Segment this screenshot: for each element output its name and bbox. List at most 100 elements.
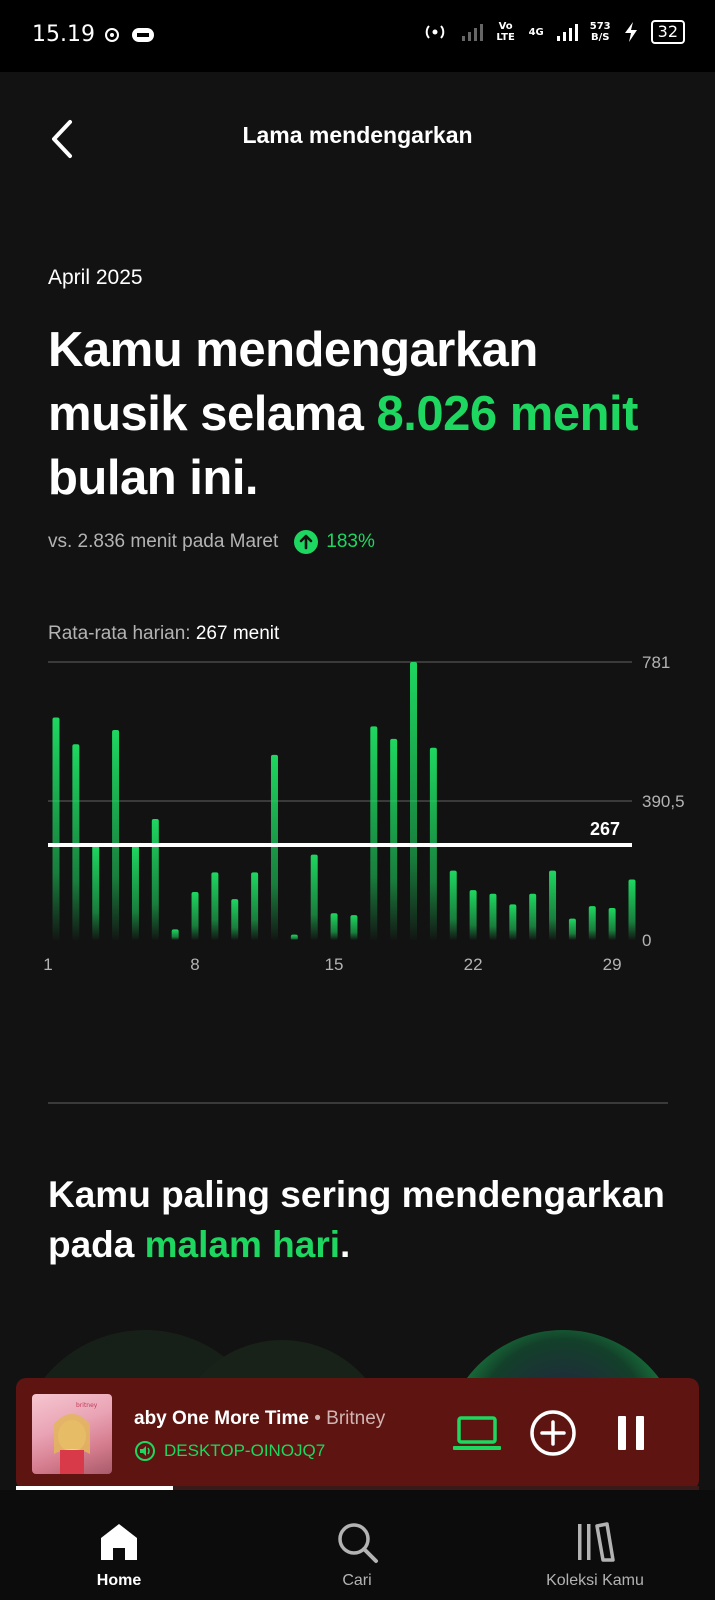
connect-device-icon[interactable]	[450, 1406, 504, 1460]
chart-bar-day-16	[350, 915, 358, 940]
comparison-text: vs. 2.836 menit pada Maret	[48, 531, 279, 552]
section-divider	[48, 1102, 668, 1104]
network-speed-value: 573	[589, 21, 611, 32]
notification-icon	[105, 28, 154, 42]
network-lte-label: Vo LTE	[496, 21, 515, 43]
search-icon	[338, 1523, 378, 1563]
now-playing-bar[interactable]: britney aby One More Time • Britney DESK…	[16, 1378, 699, 1490]
pause-icon[interactable]	[604, 1406, 658, 1460]
chart-bar-day-6	[151, 818, 159, 940]
night-circle-mid	[189, 1340, 375, 1390]
network-speed: 573 B/S	[590, 21, 611, 43]
chart-x-tick: 29	[603, 955, 622, 974]
chart-bar-day-9	[211, 872, 219, 940]
time-of-day-suffix: .	[340, 1224, 351, 1265]
chart-bar-day-21	[449, 870, 457, 940]
chart-bar-day-27	[568, 918, 576, 940]
headline-value: 8.026 menit	[376, 387, 639, 441]
track-separator: •	[308, 1408, 327, 1429]
headline-prefix: Kamu mendengarkan musik selama	[48, 323, 538, 441]
time-of-day-headline: Kamu paling sering mendengarkan pada mal…	[48, 1170, 688, 1270]
nav-home[interactable]: Home	[0, 1490, 238, 1600]
period-label: April 2025	[48, 266, 143, 289]
hotspot-icon	[425, 25, 444, 39]
status-time: 15.19	[32, 22, 95, 47]
device-name: DESKTOP-OINOJQ7	[164, 1441, 326, 1460]
album-art[interactable]: britney	[32, 1394, 112, 1474]
daily-average-value: 267 menit	[195, 623, 280, 644]
home-icon	[101, 1524, 137, 1560]
playback-progress-track[interactable]	[16, 1486, 699, 1490]
chart-bar-day-7	[171, 929, 179, 940]
nav-search-label: Cari	[342, 1572, 372, 1589]
chart-bar-day-8	[191, 891, 199, 940]
listening-headline: Kamu mendengarkan musik selama 8.026 men…	[48, 318, 688, 510]
comparison-row: vs. 2.836 menit pada Maret 183%	[48, 530, 375, 554]
average-reference-label: 267	[590, 819, 620, 839]
chart-bar-day-1	[52, 717, 60, 940]
nav-library-label: Koleksi Kamu	[546, 1572, 644, 1589]
chart-bar-day-15	[330, 913, 338, 940]
chart-bar-day-13	[290, 934, 298, 940]
chart-bar-day-28	[588, 906, 596, 940]
chart-bar-day-22	[469, 890, 477, 940]
daily-listening-chart: 267 781 390,5 0 1 8 15 22 29	[43, 653, 685, 974]
chart-y-tick: 0	[642, 931, 651, 950]
network-4g-label: 4G	[528, 26, 544, 38]
time-of-day-illustration	[35, 1330, 667, 1390]
svg-text:britney: britney	[76, 1402, 98, 1409]
track-title: aby One More Time	[134, 1408, 309, 1429]
chart-x-tick: 1	[43, 955, 52, 974]
chart-x-tick: 15	[325, 955, 344, 974]
chart-bar-day-29	[608, 907, 616, 940]
chart-bar-day-24	[509, 904, 517, 940]
chart-bar-day-10	[231, 899, 239, 940]
chart-bar-day-3	[92, 845, 100, 940]
chart-bar-day-5	[131, 845, 139, 940]
arrow-up-icon	[294, 530, 319, 554]
speaker-icon	[135, 1441, 155, 1461]
chart-bar-day-4	[112, 729, 120, 940]
chart-y-tick: 781	[642, 653, 670, 672]
night-circle-highlight	[459, 1330, 667, 1390]
library-icon	[578, 1522, 615, 1562]
nav-library[interactable]: Koleksi Kamu	[476, 1490, 714, 1600]
top-bar: Lama mendengarkan	[0, 72, 715, 192]
chart-bar-day-25	[529, 893, 537, 940]
nav-home-label: Home	[96, 1572, 142, 1589]
track-artist: Britney	[326, 1408, 386, 1429]
status-bar: 15.19 Vo LTE 4G 573 B/S	[0, 0, 715, 72]
daily-average: Rata-rata harian: 267 menit	[48, 623, 279, 645]
headline-suffix: bulan ini.	[48, 451, 259, 505]
bottom-navigation: Home Cari Koleksi Kamu	[0, 1490, 715, 1600]
nav-search[interactable]: Cari	[238, 1490, 476, 1600]
chart-bar-day-11	[251, 872, 259, 940]
back-arrow-icon[interactable]	[44, 114, 80, 164]
chart-bar-day-23	[489, 893, 497, 940]
daily-average-label: Rata-rata harian:	[48, 623, 196, 644]
network-speed-unit: B/S	[590, 32, 610, 43]
playback-progress-fill	[16, 1486, 174, 1490]
signal-weak-icon	[461, 24, 483, 41]
chart-y-tick: 390,5	[642, 792, 685, 811]
chart-bar-day-17	[370, 726, 378, 940]
chart-bar-day-12	[270, 754, 278, 940]
chart-bar-day-30	[628, 879, 636, 940]
status-notification-icons	[104, 24, 164, 51]
night-circle-small	[35, 1330, 255, 1390]
signal-strong-icon	[556, 24, 578, 41]
chart-bar-day-19	[410, 662, 418, 940]
chart-bar-day-14	[310, 854, 318, 940]
chart-bar-day-18	[390, 738, 398, 940]
track-info[interactable]: aby One More Time • Britney	[134, 1408, 434, 1430]
time-of-day-highlight: malam hari	[144, 1224, 341, 1265]
chart-bar-day-26	[549, 870, 557, 940]
add-to-library-icon[interactable]	[526, 1406, 580, 1460]
chart-x-tick: 22	[464, 955, 483, 974]
chart-x-tick: 8	[190, 955, 199, 974]
page-title: Lama mendengarkan	[242, 122, 473, 148]
change-percent: 183%	[326, 531, 375, 552]
battery-level: 32	[650, 20, 685, 44]
connected-device[interactable]: DESKTOP-OINOJQ7	[134, 1440, 325, 1462]
chart-bar-day-2	[72, 744, 80, 940]
